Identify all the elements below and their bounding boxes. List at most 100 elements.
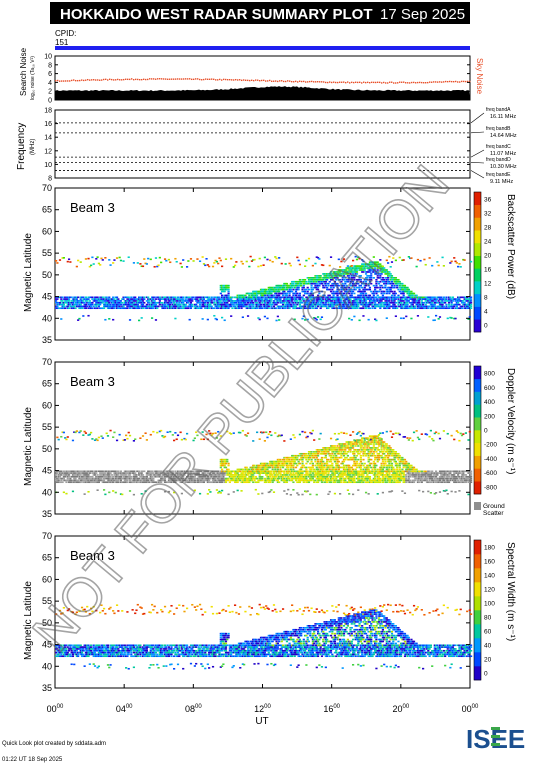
echo-cell [138, 470, 141, 473]
echo-cell [254, 477, 257, 480]
echo-cell [275, 475, 278, 478]
echo-cell [244, 472, 247, 474]
echo-cell [99, 298, 102, 300]
echo-cell [436, 307, 439, 310]
echo-cell [106, 474, 110, 476]
echo-cell [241, 472, 244, 474]
sky-noise-point [249, 79, 251, 82]
echo-cell [262, 292, 265, 295]
echo-cell [307, 294, 311, 297]
echo-cell [80, 301, 84, 304]
echo-cell [254, 305, 257, 308]
echo-cell [345, 286, 348, 289]
echo-cell [353, 307, 356, 310]
echo-cell [324, 275, 327, 277]
sky-noise-point [305, 81, 307, 83]
echo-cell [428, 298, 431, 300]
echo-cell [377, 301, 381, 304]
echo-cell [123, 470, 126, 473]
echo-cell [470, 298, 473, 300]
echo-cell [178, 477, 181, 480]
echo-cell [158, 301, 161, 304]
echo-cell [423, 307, 426, 310]
echo-cell [150, 305, 154, 308]
echo-cell [297, 475, 300, 478]
echo-cell [219, 462, 222, 465]
echo-cell [432, 298, 435, 300]
echo-cell [375, 280, 378, 283]
sky-noise-point [353, 81, 355, 84]
echo-cell [393, 307, 396, 310]
echo-cell [200, 481, 203, 484]
echo-cell [266, 436, 269, 439]
echo-cell [197, 475, 200, 478]
echo-cell [304, 307, 307, 310]
echo-cell [209, 298, 212, 300]
echo-cell [248, 300, 251, 302]
echo-cell [71, 305, 75, 308]
echo-cell [257, 468, 260, 471]
echo-cell [320, 451, 324, 453]
echo-cell [361, 296, 364, 299]
echo-cell [284, 462, 287, 465]
echo-cell [125, 434, 128, 437]
sky-noise-point [57, 79, 59, 82]
echo-cell [99, 301, 102, 304]
echo-cell [221, 303, 224, 306]
echo-cell [91, 472, 94, 474]
echo-cell [171, 479, 174, 482]
echo-cell [278, 472, 281, 474]
echo-cell [202, 303, 206, 306]
echo-cell [55, 301, 58, 304]
echo-cell [292, 470, 295, 473]
echo-cell [147, 300, 150, 302]
echo-cell [132, 470, 136, 473]
echo-cell [393, 280, 396, 283]
echo-cell [130, 475, 133, 478]
echo-cell [214, 474, 217, 476]
echo-cell [324, 273, 327, 275]
echo-cell [166, 296, 169, 299]
echo-cell [445, 296, 448, 299]
echo-cell [296, 301, 299, 304]
echo-cell [144, 432, 147, 435]
echo-cell [322, 264, 325, 267]
echo-cell [301, 288, 304, 291]
echo-cell [283, 474, 286, 476]
echo-cell [241, 294, 244, 297]
echo-cell [117, 481, 120, 484]
echo-cell [438, 296, 442, 299]
echo-cell [315, 280, 318, 283]
echo-cell [102, 489, 106, 491]
echo-cell [121, 305, 124, 308]
echo-cell [331, 301, 334, 304]
echo-cell [189, 301, 193, 304]
echo-cell [307, 458, 311, 461]
echo-cell [326, 278, 329, 281]
echo-cell [348, 300, 351, 302]
echo-cell [104, 303, 107, 306]
echo-cell [138, 296, 141, 299]
echo-cell [271, 468, 274, 471]
echo-cell [411, 307, 414, 310]
echo-cell [152, 472, 155, 474]
echo-cell [237, 475, 241, 478]
echo-cell [368, 300, 372, 302]
echo-cell [318, 282, 321, 285]
echo-cell [425, 300, 429, 302]
echo-cell [359, 298, 362, 300]
echo-cell [230, 315, 233, 317]
echo-cell [322, 301, 325, 304]
echo-cell [149, 303, 152, 306]
echo-cell [371, 307, 374, 310]
echo-cell [318, 277, 321, 279]
echo-cell [140, 470, 143, 473]
echo-cell [83, 430, 86, 433]
echo-cell [150, 301, 154, 304]
echo-cell [106, 307, 110, 310]
sky-noise-point [283, 80, 285, 83]
echo-cell [148, 477, 151, 480]
echo-cell [147, 479, 150, 482]
echo-cell [388, 301, 391, 304]
echo-cell [296, 458, 299, 461]
